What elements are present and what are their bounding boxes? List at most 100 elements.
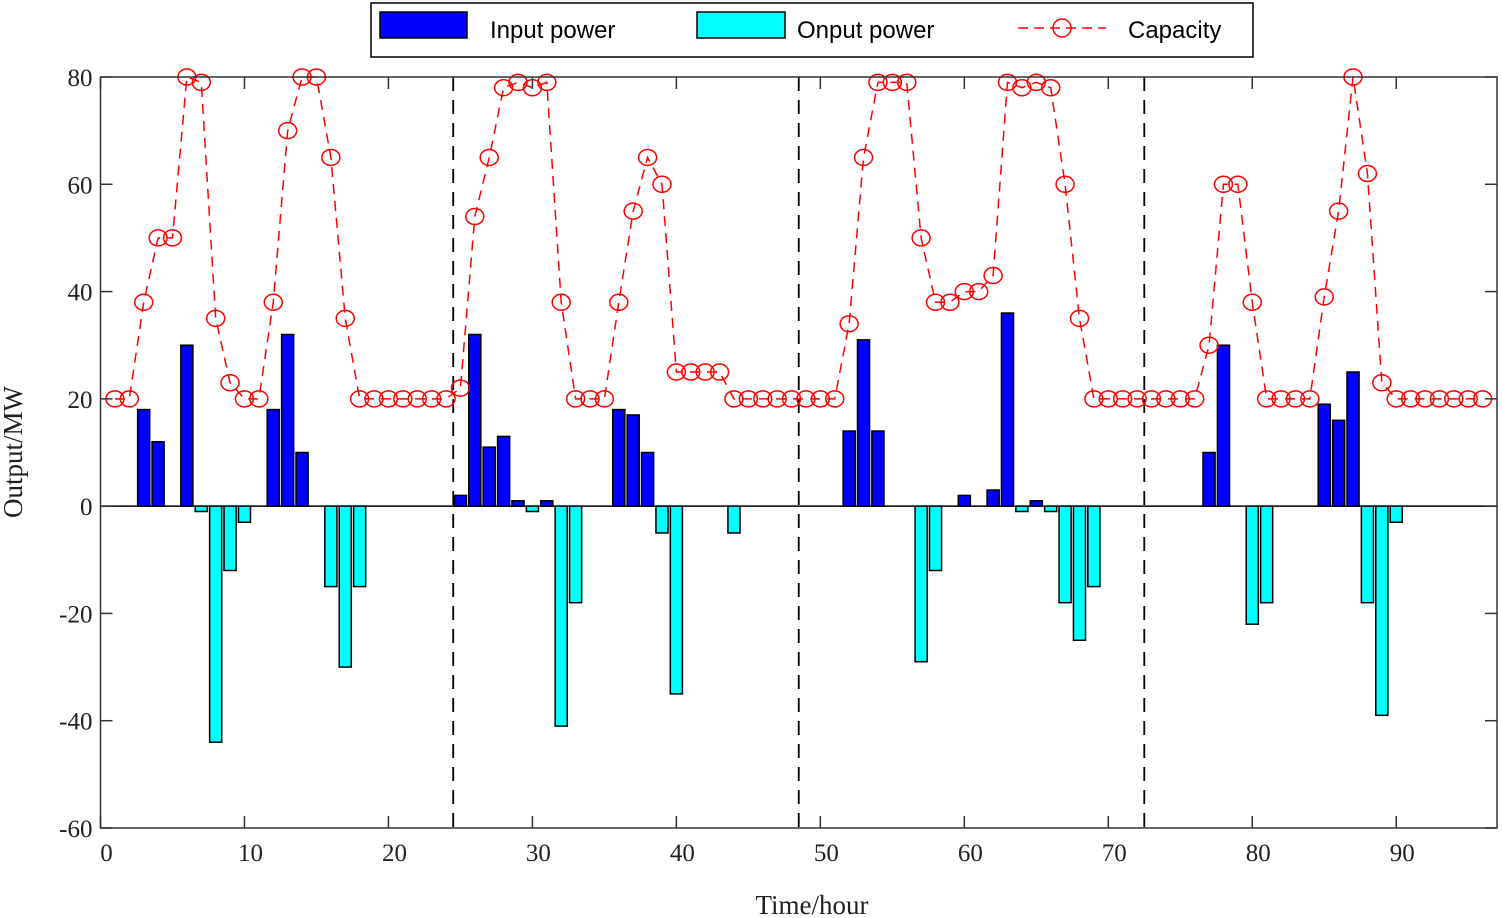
input-power-bar-86: [1331, 419, 1346, 507]
capacity-marker-89: [1372, 374, 1392, 392]
output-power-bar-58: [928, 505, 943, 572]
capacity-marker-18: [349, 390, 370, 408]
output-power-bar-39: [655, 505, 669, 534]
output-power-bar-16: [324, 505, 338, 588]
capacity-marker-22: [407, 390, 427, 408]
x-tick-label-60: 60: [958, 840, 983, 867]
input-power-bar-78: [1216, 344, 1231, 507]
y-tick-label--40: -40: [59, 709, 92, 736]
capacity-marker-32: [551, 293, 571, 312]
capacity-line: [114, 75, 1483, 400]
capacity-marker-70: [1098, 390, 1119, 408]
output-power-bar-10: [237, 505, 252, 523]
legend-swatch-output: [696, 11, 786, 39]
capacity-marker-66: [1040, 78, 1061, 97]
output-power-bar-9: [223, 505, 237, 572]
legend-label-output: Onput power: [797, 17, 934, 44]
capacity-marker-83: [1285, 390, 1306, 408]
input-power-bar-28: [496, 435, 511, 507]
capacity-marker-76: [1184, 390, 1205, 408]
capacity-marker-51: [824, 390, 845, 408]
input-power-bar-37: [626, 414, 640, 507]
x-tick-label-10: 10: [238, 840, 263, 867]
legend-label-input: Input power: [490, 17, 615, 44]
capacity-marker-28: [493, 78, 514, 97]
capacity-marker-47: [767, 390, 787, 408]
capacity-marker-34: [580, 390, 600, 408]
output-power-bar-40: [669, 505, 684, 695]
capacity-marker-27: [479, 148, 499, 167]
output-power-bar-18: [352, 505, 367, 588]
capacity-marker-16: [321, 148, 341, 167]
output-power-bar-81: [1259, 505, 1274, 604]
input-power-bar-53: [856, 339, 871, 507]
output-power-bar-17: [338, 505, 353, 668]
legend-label-capacity: Capacity: [1128, 17, 1221, 44]
x-axis-label: Time/hour: [755, 890, 868, 918]
capacity-marker-56: [896, 73, 917, 92]
output-power-bar-69: [1087, 505, 1101, 588]
input-power-bar-25: [453, 494, 468, 507]
capacity-marker-71: [1112, 390, 1133, 408]
input-power-bar-14: [295, 451, 309, 507]
capacity-marker-86: [1328, 202, 1349, 220]
input-power-bar-38: [640, 451, 655, 507]
capacity-marker-62: [983, 266, 1003, 285]
input-power-bar-12: [266, 408, 281, 507]
output-power-bar-30: [525, 505, 540, 513]
input-power-bar-62: [986, 489, 1000, 507]
capacity-marker-4: [148, 229, 168, 247]
capacity-marker-53: [853, 148, 874, 167]
x-tick-label-90: 90: [1390, 840, 1415, 867]
x-tick-label-50: 50: [814, 840, 839, 867]
capacity-marker-17: [335, 309, 355, 328]
capacity-marker-65: [1026, 73, 1047, 92]
legend-swatch-input: [379, 11, 468, 39]
capacity-marker-46: [753, 390, 773, 408]
output-power-bar-64: [1015, 505, 1029, 513]
input-power-bar-29: [511, 500, 525, 507]
capacity-marker-44: [724, 390, 744, 408]
capacity-marker-69: [1084, 390, 1104, 408]
capacity-marker-55: [882, 73, 903, 92]
capacity-marker-13: [277, 121, 298, 140]
capacity-marker-23: [421, 390, 442, 408]
capacity-marker-7: [191, 73, 212, 92]
capacity-marker-57: [911, 229, 931, 247]
capacity-marker-94: [1444, 390, 1464, 408]
capacity-marker-12: [263, 293, 284, 312]
capacity-marker-29: [508, 73, 528, 92]
capacity-marker-74: [1156, 390, 1176, 408]
capacity-marker-81: [1256, 390, 1277, 408]
capacity-marker-24: [436, 390, 456, 408]
input-power-bar-3: [136, 408, 151, 507]
y-tick-label-80: 80: [68, 65, 93, 92]
input-power-bar-65: [1029, 500, 1044, 507]
capacity-marker-40: [666, 363, 687, 381]
output-power-bar-68: [1072, 505, 1087, 641]
y-tick-label-60: 60: [68, 172, 93, 199]
capacity-marker-9: [220, 374, 240, 392]
capacity-marker-85: [1314, 288, 1334, 306]
capacity-marker-52: [839, 315, 859, 333]
input-power-bar-52: [842, 430, 856, 507]
capacity-marker-19: [364, 390, 384, 408]
capacity-marker-95: [1458, 390, 1478, 408]
capacity-marker-43: [709, 363, 730, 381]
capacity-marker-79: [1228, 175, 1248, 194]
capacity-marker-49: [796, 390, 816, 408]
capacity-marker-72: [1127, 390, 1147, 408]
input-power-bar-26: [468, 333, 482, 507]
capacity-marker-88: [1357, 164, 1378, 183]
y-tick-label-20: 20: [68, 387, 93, 414]
plot-frame: [99, 76, 1498, 829]
output-power-bar-8: [208, 505, 223, 743]
capacity-marker-45: [738, 390, 759, 408]
input-power-bar-36: [611, 408, 626, 507]
capacity-marker-80: [1242, 293, 1263, 312]
capacity-marker-8: [205, 309, 226, 328]
output-power-bar-66: [1043, 505, 1058, 513]
capacity-marker-36: [609, 293, 629, 312]
capacity-marker-42: [695, 363, 715, 381]
